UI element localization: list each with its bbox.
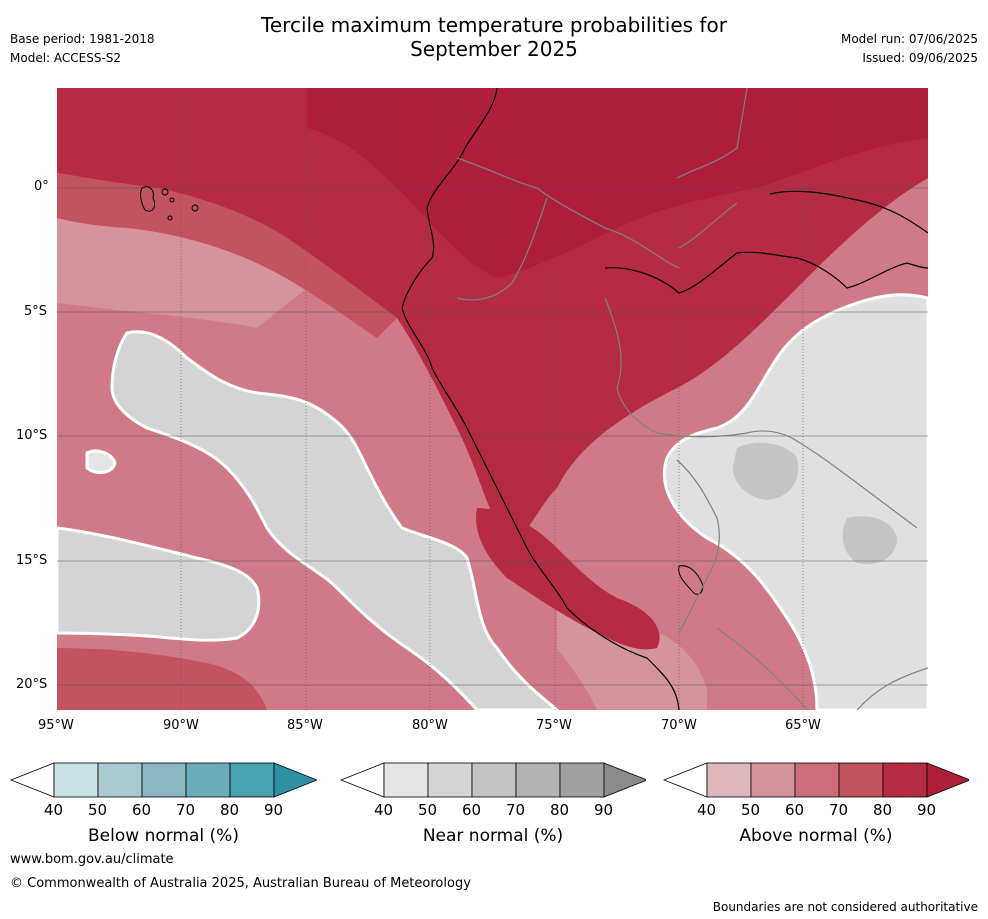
- tick: 90: [264, 801, 284, 819]
- region-near-normal-east: [662, 293, 928, 710]
- colorbar-below-normal-swatches: [9, 762, 319, 798]
- lon-label-95w: 95°W: [38, 718, 74, 733]
- colorbar-swatch-high: [603, 762, 649, 798]
- colorbar-swatch-high: [926, 762, 972, 798]
- coastline: [401, 88, 680, 710]
- colorbar-swatch-low: [662, 762, 708, 798]
- gridlines: [57, 88, 928, 710]
- lat-label-15s: 15°S: [16, 553, 48, 568]
- tick: 40: [697, 801, 717, 819]
- colorbar-swatch: [141, 762, 187, 798]
- tick: 90: [917, 801, 937, 819]
- tick: 40: [44, 801, 64, 819]
- region-above-50-south: [557, 608, 707, 710]
- tick: 60: [132, 801, 152, 819]
- base-period-label: Base period: 1981-2018: [10, 32, 155, 46]
- tick: 80: [873, 801, 893, 819]
- tick: 70: [506, 801, 526, 819]
- lat-label-5s: 5°S: [24, 304, 48, 319]
- galapagos-islands: [140, 186, 199, 221]
- tick: 80: [220, 801, 240, 819]
- region-above-80-north: [57, 88, 928, 548]
- lat-label-0: 0°: [34, 179, 49, 194]
- lat-label-20s: 20°S: [16, 677, 48, 692]
- colorbar-above-normal: [662, 762, 972, 798]
- colorbar-swatch: [838, 762, 884, 798]
- colorbar-swatch: [427, 762, 473, 798]
- copyright-text: © Commonwealth of Australia 2025, Austra…: [10, 876, 471, 891]
- river-north: [769, 190, 928, 234]
- lon-label-80w: 80°W: [412, 718, 448, 733]
- region-above-80-south: [476, 508, 660, 650]
- title-line-1: Tercile maximum temperature probabilitie…: [261, 13, 727, 37]
- region-above-90-north: [307, 88, 928, 278]
- tick: 60: [462, 801, 482, 819]
- tick: 70: [829, 801, 849, 819]
- chart-title: Tercile maximum temperature probabilitie…: [0, 13, 988, 61]
- colorbar-below-title: Below normal (%): [88, 826, 239, 846]
- colorbar-above-normal-swatches: [662, 762, 972, 798]
- region-above-70-southwest: [57, 648, 267, 710]
- colorbar-swatch: [53, 762, 99, 798]
- tick: 70: [176, 801, 196, 819]
- colorbar-swatch: [185, 762, 231, 798]
- colorbar-swatch: [515, 762, 561, 798]
- tick: 90: [594, 801, 614, 819]
- colorbar-swatch-high: [273, 762, 319, 798]
- tick: 60: [785, 801, 805, 819]
- colorbar-above-ticks: 40 50 60 70 80 90: [663, 801, 969, 821]
- region-near-normal-west: [110, 330, 560, 710]
- colorbar-swatch: [229, 762, 275, 798]
- region-near-normal-southwest: [57, 526, 261, 642]
- colorbar-near-title: Near normal (%): [422, 826, 564, 846]
- colorbar-swatch: [559, 762, 605, 798]
- lat-label-10s: 10°S: [16, 428, 48, 443]
- lon-label-85w: 85°W: [287, 718, 323, 733]
- colorbar-swatch: [794, 762, 840, 798]
- colorbar-near-ticks: 40 50 60 70 80 90: [340, 801, 646, 821]
- tick: 40: [374, 801, 394, 819]
- lake-titicaca: [678, 565, 704, 595]
- tick: 50: [741, 801, 761, 819]
- lon-label-70w: 70°W: [661, 718, 697, 733]
- region-above-50-west: [57, 205, 307, 328]
- tick: 80: [550, 801, 570, 819]
- region-near-normal-east-inner: [732, 442, 799, 500]
- colorbar-swatch: [750, 762, 796, 798]
- map-panel: [57, 88, 928, 710]
- model-run-label: Model run: 07/06/2025: [840, 32, 978, 46]
- colorbar-near-normal-swatches: [339, 762, 649, 798]
- colorbar-above-title: Above normal (%): [739, 826, 893, 846]
- region-above-70-north: [57, 173, 397, 338]
- colorbar-near-normal: [339, 762, 649, 798]
- colorbar-swatch: [706, 762, 752, 798]
- title-line-2: September 2025: [410, 37, 578, 61]
- region-near-normal-small: [85, 449, 117, 475]
- colorbar-swatch-low: [339, 762, 385, 798]
- model-label: Model: ACCESS-S2: [10, 51, 122, 65]
- colorbar-swatch: [97, 762, 143, 798]
- tick: 50: [418, 801, 438, 819]
- colorbar-swatch: [471, 762, 517, 798]
- colorbar-below-normal: [9, 762, 319, 798]
- region-near-normal-east-inner-2: [842, 516, 897, 565]
- colorbar-below-ticks: 40 50 60 70 80 90: [10, 801, 317, 821]
- amazon-river: [604, 251, 928, 294]
- country-borders: [456, 88, 928, 710]
- website-link[interactable]: www.bom.gov.au/climate: [10, 852, 174, 867]
- disclaimer-text: Boundaries are not considered authoritat…: [712, 900, 978, 914]
- lon-label-75w: 75°W: [536, 718, 572, 733]
- colorbar-swatch: [882, 762, 928, 798]
- colorbar-swatch-low: [9, 762, 55, 798]
- tick: 50: [88, 801, 108, 819]
- issued-label: Issued: 09/06/2025: [862, 51, 978, 65]
- probability-map: [57, 88, 928, 710]
- colorbar-swatch: [383, 762, 429, 798]
- lon-label-90w: 90°W: [163, 718, 199, 733]
- lon-label-65w: 65°W: [785, 718, 821, 733]
